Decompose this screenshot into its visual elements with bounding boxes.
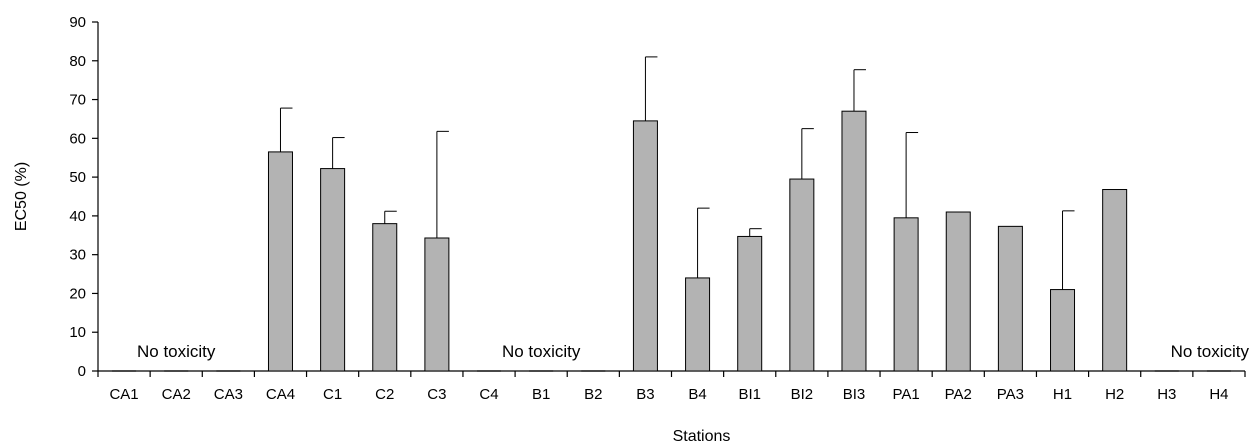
- x-tick-label: H1: [1053, 386, 1072, 403]
- no-toxicity-annotation: No toxicity: [1171, 342, 1250, 361]
- x-tick-label: CA2: [162, 386, 191, 403]
- x-tick-label: C1: [323, 386, 342, 403]
- x-tick-label: PA3: [997, 386, 1024, 403]
- y-axis-ticks: 0 10 20 30 40 50 60 70 80 90: [69, 14, 98, 380]
- bar: [685, 277, 711, 372]
- x-tick-label: H4: [1209, 386, 1228, 403]
- x-tick-label: CA4: [266, 386, 295, 403]
- bar: [632, 120, 658, 372]
- bar: [789, 178, 815, 372]
- y-tick-label: 50: [69, 169, 86, 186]
- y-tick-label: 80: [69, 53, 86, 70]
- y-tick-label: 40: [69, 208, 86, 225]
- y-tick-label: 30: [69, 247, 86, 264]
- bar: [267, 151, 293, 372]
- bar: [737, 235, 763, 372]
- x-axis-ticks: CA1 CA2 CA3 CA4 C1 C2 C3 C4 B1 B2 B3 B4 BI1 BI2 BI3 PA1…: [97, 371, 1246, 403]
- x-tick-label: B3: [636, 386, 654, 403]
- bar: [1050, 289, 1076, 372]
- bar: [372, 223, 398, 372]
- no-toxicity-annotation: No toxicity: [502, 342, 581, 361]
- annotations: No toxicity No toxicity No toxicity: [137, 342, 1249, 361]
- x-tick-label: BI3: [843, 386, 866, 403]
- x-tick-label: B2: [584, 386, 602, 403]
- y-tick-label: 20: [69, 285, 86, 302]
- x-axis-title: Stations: [673, 428, 731, 445]
- bars: [112, 110, 1231, 372]
- error-bars: [279, 56, 1075, 290]
- x-tick-label: C3: [427, 386, 446, 403]
- x-tick-label: H3: [1157, 386, 1176, 403]
- y-tick-label: 90: [69, 14, 86, 31]
- x-tick-label: CA3: [214, 386, 243, 403]
- x-tick-label: BI2: [791, 386, 814, 403]
- x-tick-label: C2: [375, 386, 394, 403]
- x-tick-label: CA1: [109, 386, 138, 403]
- x-tick-label: H2: [1105, 386, 1124, 403]
- x-tick-label: PA1: [892, 386, 919, 403]
- bar: [997, 225, 1023, 372]
- no-toxicity-annotation: No toxicity: [137, 342, 216, 361]
- y-tick-label: 60: [69, 130, 86, 147]
- y-tick-label: 70: [69, 92, 86, 109]
- x-tick-label: C4: [479, 386, 498, 403]
- bar: [893, 217, 919, 372]
- x-tick-label: BI1: [738, 386, 761, 403]
- bar: [424, 237, 450, 372]
- bar: [1102, 189, 1128, 372]
- bar: [841, 110, 867, 372]
- y-axis-title: EC50 (%): [13, 162, 30, 231]
- bar: [320, 168, 346, 372]
- y-tick-label: 10: [69, 324, 86, 341]
- x-tick-label: B4: [688, 386, 706, 403]
- y-tick-label: 0: [78, 363, 86, 380]
- bar: [945, 211, 971, 372]
- x-tick-label: B1: [532, 386, 550, 403]
- x-tick-label: PA2: [945, 386, 972, 403]
